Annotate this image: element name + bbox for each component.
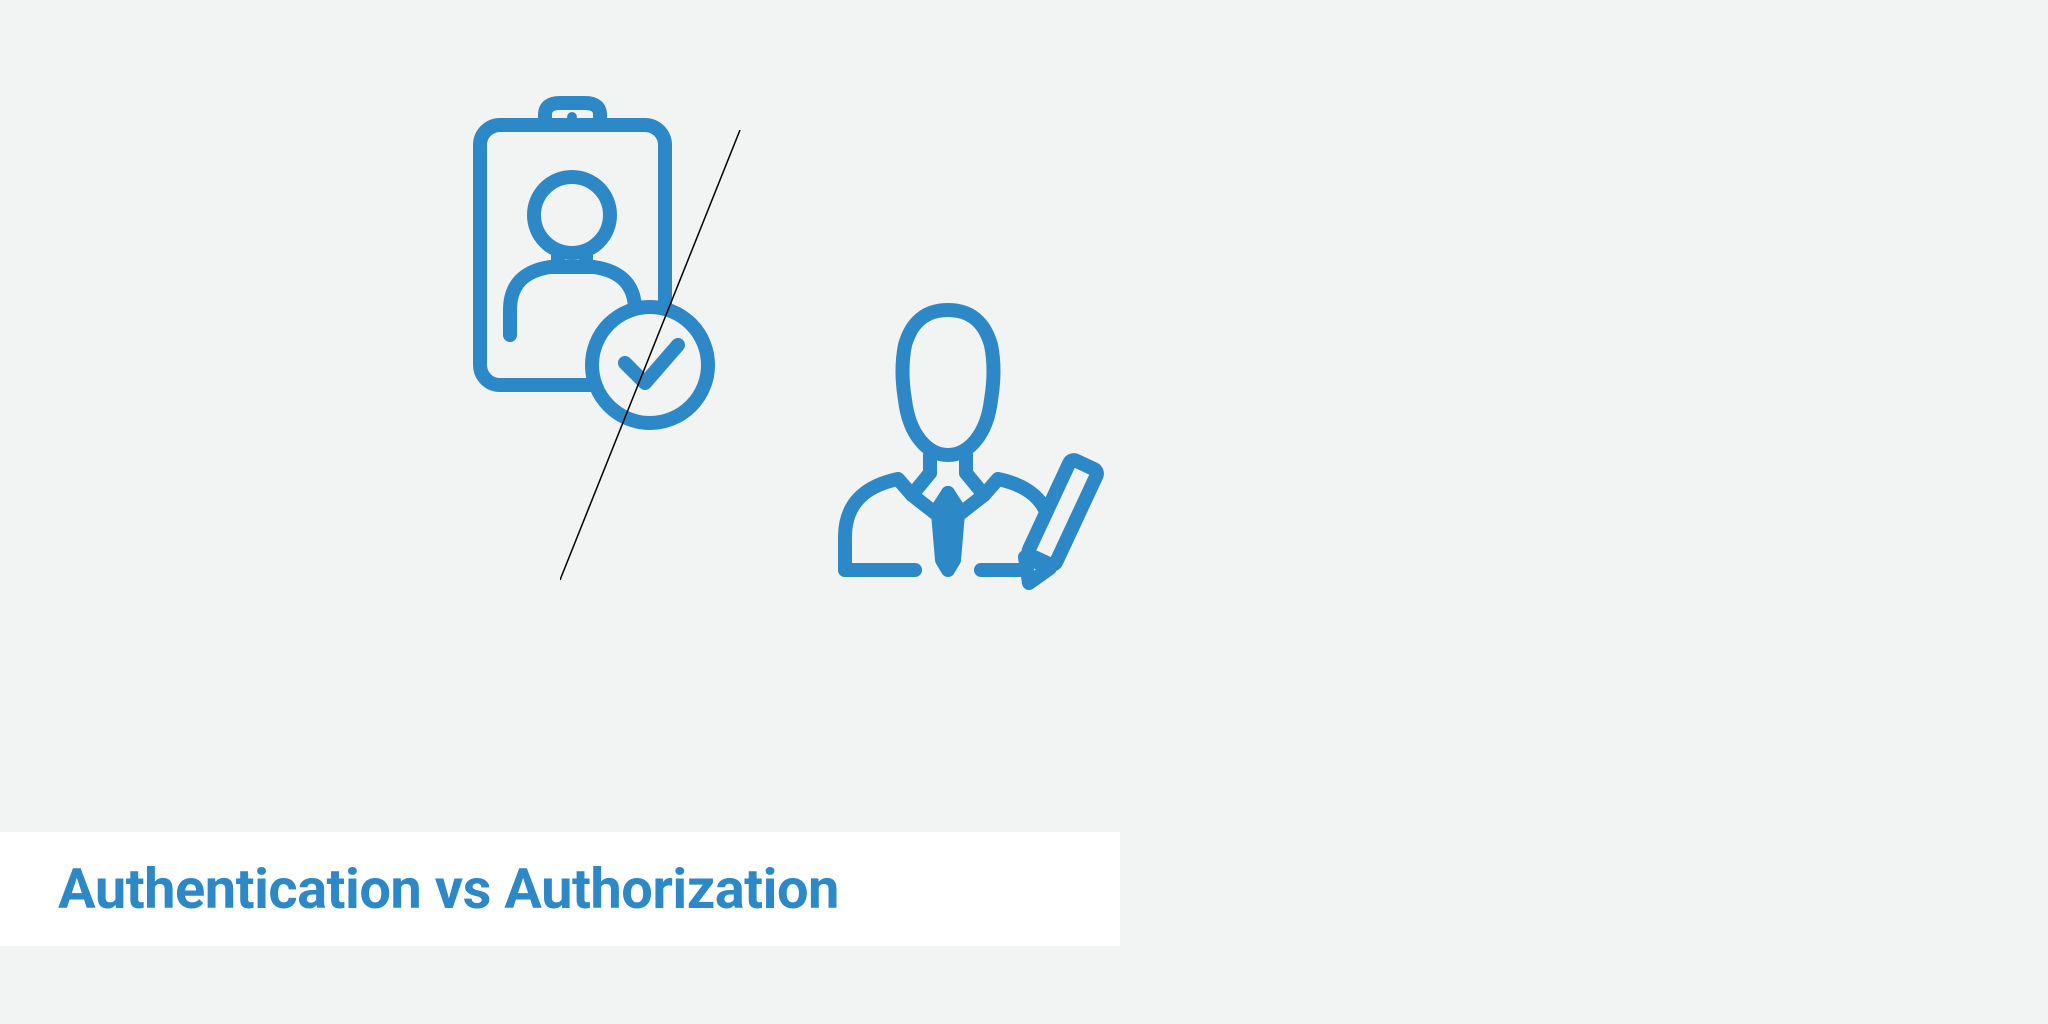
authorization-user-pencil-icon bbox=[820, 295, 1120, 599]
divider-line bbox=[560, 130, 760, 594]
title-banner: Authentication vs Authorization bbox=[0, 832, 1120, 946]
infographic-container: Authentication vs Authorization bbox=[0, 0, 2048, 1024]
page-title: Authentication vs Authorization bbox=[58, 856, 1080, 922]
